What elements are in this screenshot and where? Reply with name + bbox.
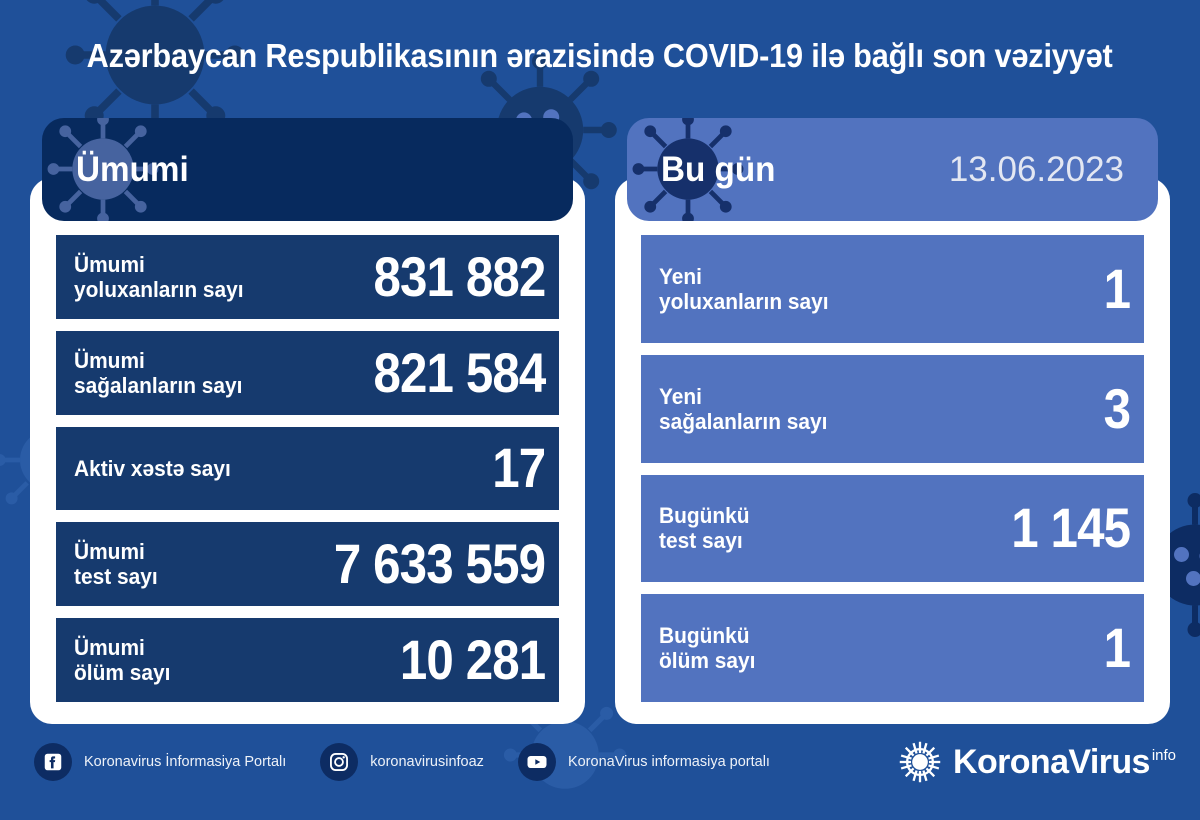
virus-sun-icon [897, 739, 943, 785]
stat-value: 1 145 [1011, 500, 1130, 556]
stat-value: 1 [1103, 261, 1130, 317]
page-title: Azərbaycan Respublikasının ərazisində CO… [87, 37, 1113, 75]
stat-label: Bugünkü test sayı [659, 503, 750, 553]
stat-label: Yeni yoluxanların sayı [659, 264, 829, 314]
social-link-youtube[interactable]: KoronaVirus informasiya portalı [518, 743, 770, 781]
social-link-facebook[interactable]: Koronavirus İnformasiya Portalı [34, 743, 286, 781]
stat-label: Bugünkü ölüm sayı [659, 623, 755, 673]
footer: Koronavirus İnformasiya Portalı koronavi… [0, 724, 1200, 800]
stat-label: Ümumi ölüm sayı [74, 635, 170, 685]
stat-row: Bugünkü ölüm sayı 1 [641, 594, 1144, 702]
stat-value: 1 [1103, 620, 1130, 676]
social-link-instagram[interactable]: koronavirusinfoaz [320, 743, 484, 781]
panel-today-rows: Yeni yoluxanların sayı 1 Yeni sağalanlar… [615, 178, 1170, 724]
stat-label: Aktiv xəstə sayı [74, 456, 231, 481]
stat-row: Yeni yoluxanların sayı 1 [641, 235, 1144, 343]
stat-label: Ümumi yoluxanların sayı [74, 252, 244, 302]
stat-label: Yeni sağalanların sayı [659, 384, 827, 434]
youtube-icon [518, 743, 556, 781]
brand-name: KoronaVirus [953, 743, 1150, 782]
stat-value: 821 584 [373, 345, 545, 401]
social-label: Koronavirus İnformasiya Portalı [84, 754, 286, 770]
stat-value: 7 633 559 [334, 536, 545, 592]
panel-total-rows: Ümumi yoluxanların sayı 831 882 Ümumi sa… [30, 178, 585, 724]
panel-total: Ümumi Ümumi yoluxanların sayı 831 882 Üm… [30, 118, 585, 724]
stat-value: 3 [1103, 381, 1130, 437]
stat-row: Ümumi yoluxanların sayı 831 882 [56, 235, 559, 319]
stat-value: 10 281 [400, 632, 545, 688]
brand-suffix: info [1152, 747, 1176, 764]
stat-label: Ümumi sağalanların sayı [74, 348, 242, 398]
stat-row: Ümumi ölüm sayı 10 281 [56, 618, 559, 702]
brand-logo[interactable]: KoronaVirus info [897, 739, 1176, 785]
stat-value: 831 882 [373, 249, 545, 305]
stat-label: Ümumi test sayı [74, 539, 158, 589]
stat-row: Yeni sağalanların sayı 3 [641, 355, 1144, 463]
social-label: KoronaVirus informasiya portalı [568, 754, 770, 770]
social-label: koronavirusinfoaz [370, 754, 484, 770]
facebook-icon [34, 743, 72, 781]
stat-row: Ümumi test sayı 7 633 559 [56, 522, 559, 606]
stat-row: Ümumi sağalanların sayı 821 584 [56, 331, 559, 415]
stat-row: Aktiv xəstə sayı 17 [56, 427, 559, 511]
instagram-icon [320, 743, 358, 781]
stats-panels: Ümumi Ümumi yoluxanların sayı 831 882 Üm… [30, 118, 1170, 724]
stat-row: Bugünkü test sayı 1 145 [641, 475, 1144, 583]
panel-today: Bu gün 13.06.2023 Yeni yoluxanların sayı… [615, 118, 1170, 724]
stat-value: 17 [492, 440, 545, 496]
page-title-bar: Azərbaycan Respublikasının ərazisində CO… [0, 0, 1200, 112]
